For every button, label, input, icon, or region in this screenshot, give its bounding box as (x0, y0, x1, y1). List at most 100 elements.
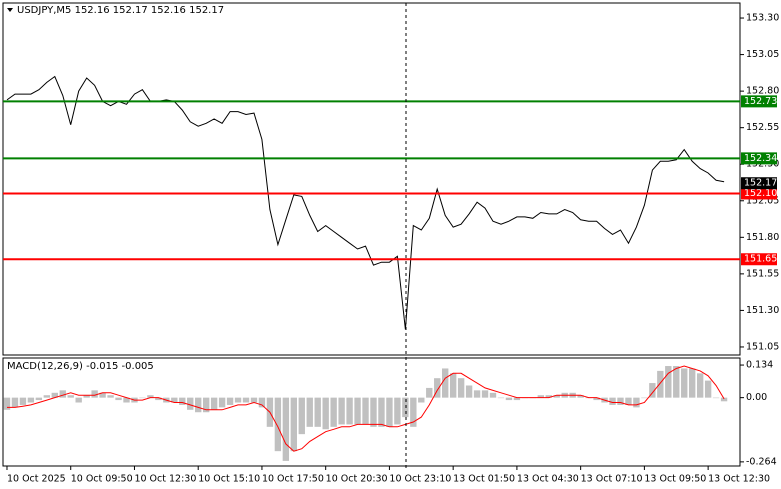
macd-histogram-bar (681, 368, 688, 398)
macd-histogram-bar (609, 397, 616, 405)
macd-histogram-bar (147, 395, 154, 398)
macd-signal-line (7, 365, 725, 452)
macd-histogram-bar (171, 397, 178, 403)
macd-histogram-bar (704, 380, 712, 398)
macd-histogram-bar (139, 397, 146, 399)
level-label-box (741, 152, 777, 165)
level-label-box (741, 187, 777, 200)
macd-histogram-bar (91, 390, 98, 398)
macd-histogram-bar (338, 397, 345, 425)
macd-histogram-bar (641, 397, 648, 399)
macd-histogram-bar (298, 397, 305, 435)
macd-histogram-bar (250, 397, 258, 403)
macd-histogram-bar (210, 397, 218, 410)
macd-histogram-bar (473, 390, 481, 398)
y-tick-label: 151.55 (746, 268, 779, 279)
macd-histogram-bar (75, 397, 82, 403)
x-tick-label: 13 Oct 01:50 (453, 474, 515, 485)
macd-histogram-bar (258, 397, 266, 408)
macd-histogram-bar (553, 395, 560, 398)
macd-histogram-bar (537, 395, 544, 398)
macd-histogram-bar (35, 397, 43, 401)
macd-histogram-bar (505, 397, 513, 401)
price-panel-frame (2, 2, 741, 356)
macd-histogram-bar (513, 397, 521, 401)
macd-histogram-bar (202, 397, 210, 413)
macd-histogram-bar (234, 397, 242, 403)
macd-histogram-bar (27, 397, 35, 403)
level-label-box (741, 95, 777, 108)
macd-histogram-bar (43, 395, 51, 398)
macd-histogram-bar (115, 397, 122, 401)
macd-histogram-bar (218, 397, 226, 408)
macd-histogram-bar (59, 390, 66, 398)
macd-histogram-bar (497, 397, 505, 399)
level-label: 152.73 (744, 96, 777, 107)
macd-histogram-bar (362, 397, 369, 425)
level-label-box (741, 253, 777, 266)
macd-histogram-bar (314, 397, 321, 427)
macd-histogram-bar (720, 397, 728, 402)
macd-histogram-bar (489, 392, 497, 398)
macd-histogram-bar (593, 397, 600, 401)
macd-histogram-bar (83, 395, 90, 398)
macd-histogram-bar (442, 368, 449, 398)
macd-panel-frame (2, 357, 741, 467)
y-tick-label: 151.05 (746, 341, 779, 352)
macd-histogram-bar (449, 373, 457, 398)
macd-histogram-bar (179, 397, 186, 405)
macd-histogram-bar (617, 397, 624, 405)
macd-histogram-bar (577, 395, 584, 398)
y-tick-label: 153.30 (746, 13, 779, 24)
macd-histogram-bar (330, 397, 337, 427)
macd-histogram-bar (195, 397, 202, 413)
macd-histogram-bar (426, 387, 433, 398)
macd-histogram-bar (51, 392, 58, 398)
y-tick-label: 151.80 (746, 232, 779, 243)
macd-histogram-bar (434, 378, 441, 398)
macd-histogram-bar (410, 397, 417, 427)
x-tick-label: 13 Oct 07:10 (581, 474, 643, 485)
macd-histogram-bar (370, 397, 377, 427)
menu-arrow (7, 8, 13, 12)
chart-title: USDJPY,M5 152.16 152.17 152.16 152.17 (17, 5, 224, 16)
y-tick-label: 0.134 (746, 360, 773, 371)
macd-histogram-bar (187, 397, 194, 410)
macd-histogram-bar (418, 397, 425, 403)
y-tick-label: 152.80 (746, 86, 779, 97)
macd-histogram-bar (673, 366, 680, 398)
level-label: 151.65 (744, 254, 777, 265)
macd-histogram-bar (457, 378, 465, 398)
level-label: 152.10 (744, 188, 777, 199)
macd-histogram-bar (386, 397, 393, 427)
macd-histogram-bar (665, 366, 672, 398)
macd-histogram-bar (712, 397, 720, 399)
y-tick-label: 152.05 (746, 195, 779, 206)
macd-histogram-bar (689, 368, 696, 398)
macd-histogram-bar (481, 390, 489, 398)
y-tick-label: 152.55 (746, 122, 779, 133)
level-label: 152.34 (744, 153, 777, 164)
macd-histogram-bar (107, 395, 114, 398)
macd-histogram-bar (67, 395, 74, 398)
last-price-box (741, 177, 777, 190)
macd-histogram-bar (99, 392, 106, 398)
macd-histogram-bar (290, 397, 298, 452)
macd-histogram-bar (3, 397, 11, 410)
macd-histogram-bar (649, 383, 656, 398)
macd-histogram-bar (545, 395, 552, 398)
macd-histogram-bar (378, 397, 385, 427)
y-tick-label: -0.264 (746, 456, 777, 467)
y-tick-label: 151.30 (746, 305, 779, 316)
x-tick-label: 10 Oct 12:30 (134, 474, 196, 485)
macd-histogram-bar (11, 397, 19, 408)
macd-histogram-bar (19, 397, 27, 405)
macd-histogram-bar (402, 397, 409, 418)
macd-histogram-bar (155, 397, 162, 401)
macd-histogram-bar (346, 397, 353, 425)
macd-histogram-bar (465, 385, 473, 398)
y-tick-label: 0.00 (746, 392, 767, 403)
x-tick-label: 10 Oct 09:50 (71, 474, 133, 485)
last-price-label: 152.17 (744, 178, 777, 189)
